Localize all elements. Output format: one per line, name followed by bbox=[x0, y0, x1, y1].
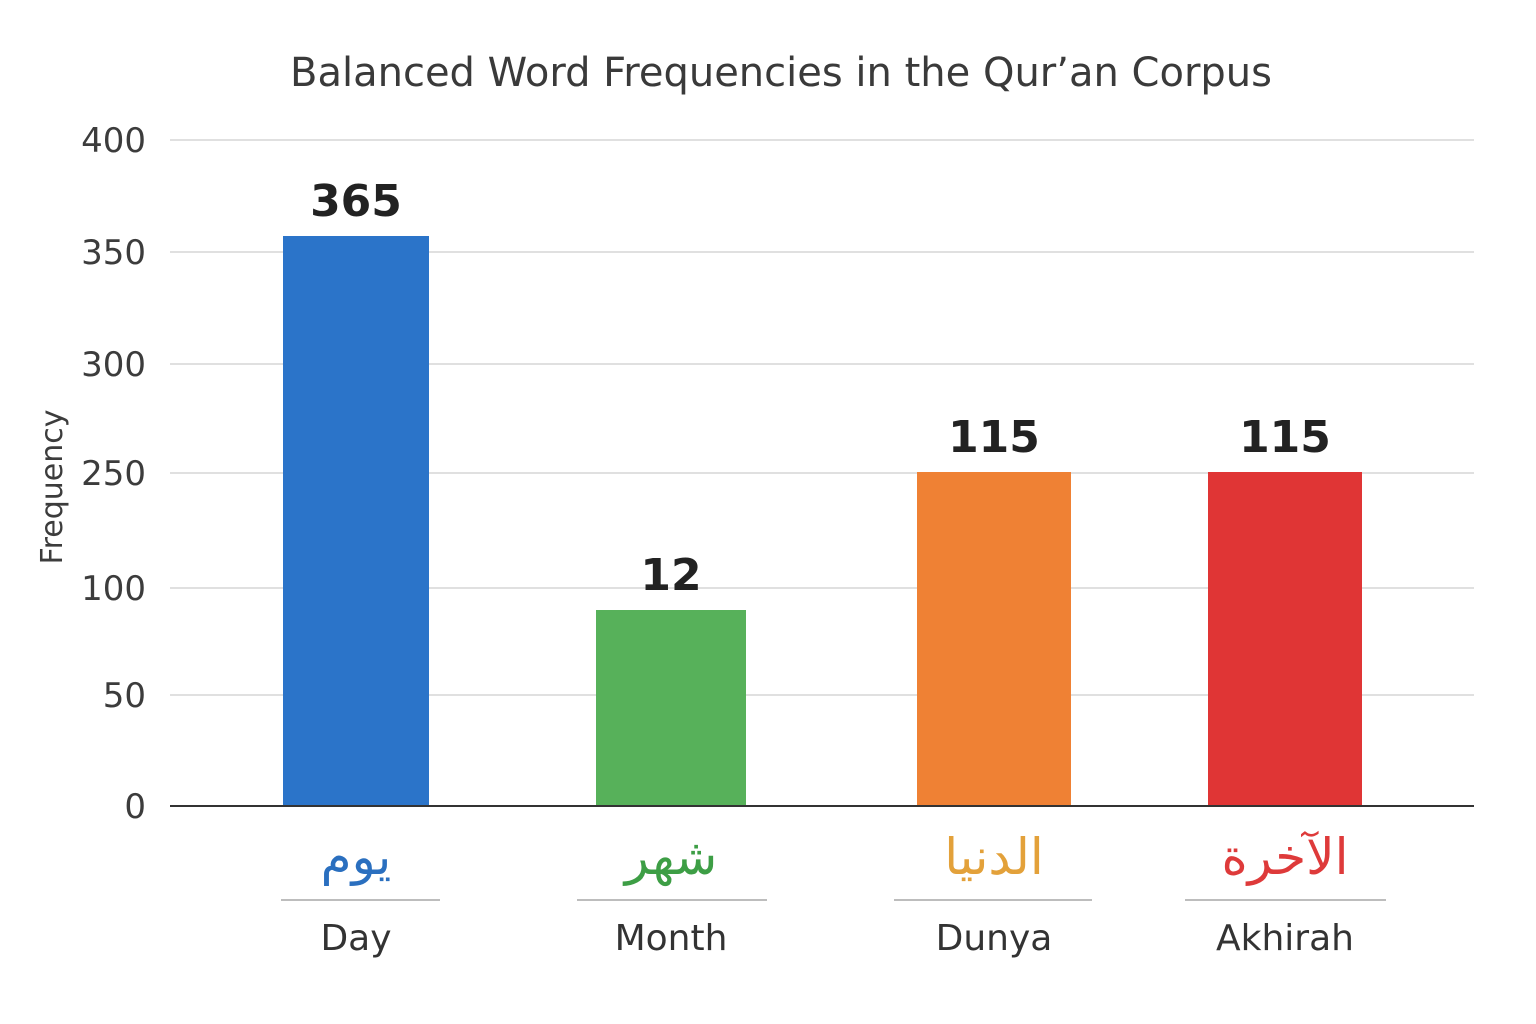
bar-dunya bbox=[917, 472, 1071, 806]
y-tick-label: 50 bbox=[103, 676, 146, 716]
category-label: Month bbox=[615, 918, 728, 959]
data-labels: 365 12 115 115 bbox=[310, 176, 1331, 601]
category-arabic-label: الدنيا bbox=[944, 828, 1044, 886]
x-axis-categories: يوم Day شهر Month الدنيا Dunya الآخرة Akhirah bbox=[281, 828, 1386, 959]
data-label-akhirah: 115 bbox=[1239, 412, 1331, 463]
y-tick-label: 0 bbox=[124, 787, 146, 827]
category-arabic-label: شهر bbox=[622, 828, 718, 887]
y-axis-ticks: 0 50 100 250 300 350 400 bbox=[81, 121, 146, 827]
category-arabic-label: الآخرة bbox=[1221, 828, 1348, 886]
data-label-month: 12 bbox=[640, 550, 701, 601]
bar-day bbox=[283, 236, 429, 806]
y-tick-label: 100 bbox=[81, 569, 146, 609]
data-label-dunya: 115 bbox=[948, 412, 1040, 463]
category-arabic-label: يوم bbox=[321, 828, 392, 886]
chart-title: Balanced Word Frequencies in the Qur’an … bbox=[290, 50, 1272, 96]
y-axis-label: Frequency bbox=[35, 410, 70, 565]
bars bbox=[283, 236, 1362, 806]
category-label: Akhirah bbox=[1216, 918, 1354, 959]
category-label: Dunya bbox=[936, 918, 1053, 959]
bar-akhirah bbox=[1208, 472, 1362, 806]
bar-month bbox=[596, 610, 746, 806]
category-label: Day bbox=[320, 918, 391, 959]
y-tick-label: 250 bbox=[81, 454, 146, 494]
y-tick-label: 300 bbox=[81, 345, 146, 385]
y-tick-label: 400 bbox=[81, 121, 146, 161]
y-tick-label: 350 bbox=[81, 233, 146, 273]
data-label-day: 365 bbox=[310, 176, 402, 227]
